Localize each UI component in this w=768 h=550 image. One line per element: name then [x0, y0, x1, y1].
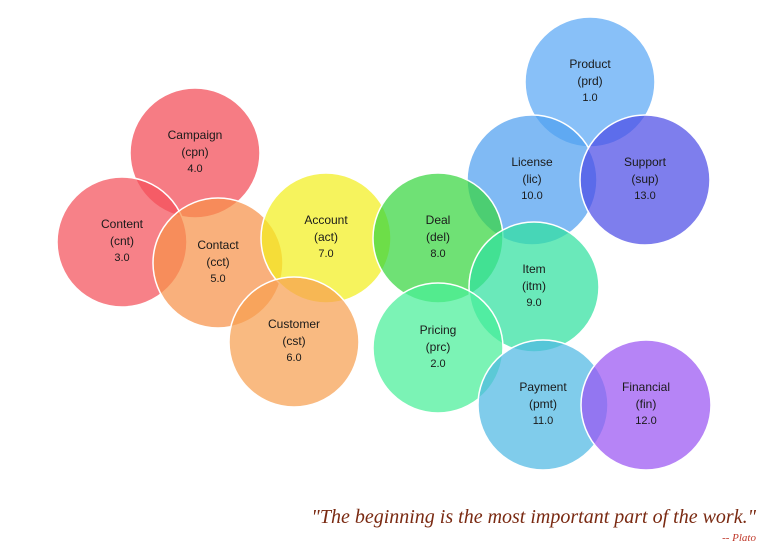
node-name-campaign: Campaign	[168, 128, 223, 142]
node-label-deal: Deal (del) 8.0	[426, 213, 451, 260]
node-abbr-contact: (cct)	[206, 255, 229, 269]
node-abbr-pricing: (prc)	[426, 340, 451, 354]
node-circle-financial	[580, 339, 712, 471]
node-abbr-deal: (del)	[426, 230, 450, 244]
node-label-support: Support (sup) 13.0	[624, 155, 667, 202]
node-name-account: Account	[304, 213, 348, 227]
node-name-contact: Contact	[197, 238, 239, 252]
node-label-contact: Contact (cct) 5.0	[197, 238, 239, 285]
node-abbr-campaign: (cpn)	[181, 145, 208, 159]
node-name-customer: Customer	[268, 317, 320, 331]
node-label-customer: Customer (cst) 6.0	[268, 317, 320, 364]
node-value-pricing: 2.0	[430, 358, 445, 370]
node-label-campaign: Campaign (cpn) 4.0	[168, 128, 223, 175]
entity-diagram: Product (prd) 1.0 Campaign (cpn) 4.0 License (l…	[56, 16, 712, 471]
node-abbr-account: (act)	[314, 230, 338, 244]
node-value-product: 1.0	[582, 92, 597, 104]
node-value-payment: 11.0	[533, 415, 554, 427]
quote-attribution: -- Plato	[722, 532, 756, 544]
node-circle-customer	[228, 276, 360, 408]
node-name-license: License	[511, 155, 553, 169]
node-value-financial: 12.0	[635, 415, 656, 427]
node-value-campaign: 4.0	[187, 163, 202, 175]
node-circle-pricing	[372, 282, 504, 414]
node-name-pricing: Pricing	[420, 323, 457, 337]
node-name-item: Item	[522, 262, 545, 276]
node-value-contact: 5.0	[210, 273, 225, 285]
node-label-financial: Financial (fin) 12.0	[622, 380, 670, 427]
node-value-support: 13.0	[634, 190, 655, 202]
node-abbr-customer: (cst)	[282, 334, 305, 348]
node-value-content: 3.0	[114, 252, 129, 264]
node-abbr-product: (prd)	[577, 74, 602, 88]
node-label-item: Item (itm) 9.0	[522, 262, 546, 309]
node-abbr-payment: (pmt)	[529, 397, 557, 411]
node-label-account: Account (act) 7.0	[304, 213, 348, 260]
node-abbr-support: (sup)	[631, 172, 658, 186]
node-value-customer: 6.0	[286, 352, 301, 364]
node-abbr-content: (cnt)	[110, 234, 134, 248]
node-name-deal: Deal	[426, 213, 451, 227]
node-name-payment: Payment	[519, 380, 567, 394]
node-abbr-license: (lic)	[522, 172, 541, 186]
node-label-product: Product (prd) 1.0	[569, 57, 611, 104]
node-label-license: License (lic) 10.0	[511, 155, 553, 202]
node-name-product: Product	[569, 57, 611, 71]
node-value-account: 7.0	[318, 248, 333, 260]
node-label-pricing: Pricing (prc) 2.0	[420, 323, 457, 370]
node-label-content: Content (cnt) 3.0	[101, 217, 144, 264]
node-value-license: 10.0	[521, 190, 542, 202]
node-name-content: Content	[101, 217, 144, 231]
quote-text: "The beginning is the most important par…	[311, 506, 756, 528]
node-name-financial: Financial	[622, 380, 670, 394]
node-value-item: 9.0	[526, 297, 541, 309]
node-abbr-item: (itm)	[522, 279, 546, 293]
node-circle-support	[579, 114, 711, 246]
node-value-deal: 8.0	[430, 248, 445, 260]
node-name-support: Support	[624, 155, 667, 169]
node-label-payment: Payment (pmt) 11.0	[519, 380, 567, 427]
node-abbr-financial: (fin)	[636, 397, 657, 411]
